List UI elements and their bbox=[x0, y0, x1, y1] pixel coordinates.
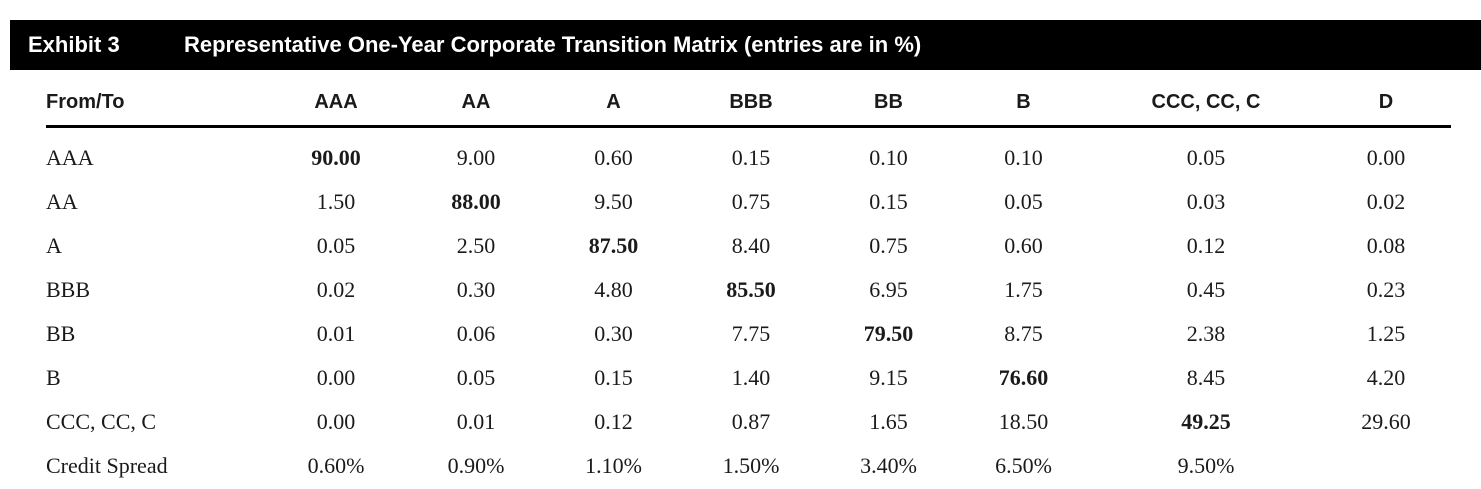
table-cell: 1.50% bbox=[722, 453, 780, 478]
table-cell: 0.12 bbox=[1186, 233, 1226, 258]
table-cell: 0.23 bbox=[1366, 277, 1406, 302]
table-cell: 0.75 bbox=[731, 189, 771, 214]
column-header-d: D bbox=[1321, 80, 1451, 128]
column-header-bb: BB bbox=[821, 80, 956, 128]
row-label: Credit Spread bbox=[46, 453, 168, 478]
table-cell: 1.25 bbox=[1366, 321, 1406, 346]
exhibit-title: Representative One-Year Corporate Transi… bbox=[184, 32, 922, 57]
table-row: CCC, CC, C 0.00 0.01 0.12 0.87 1.65 18.5… bbox=[46, 400, 1451, 444]
column-header-ccc-cc-c: CCC, CC, C bbox=[1091, 80, 1321, 128]
table-cell: 0.02 bbox=[316, 277, 356, 302]
table-cell: 2.38 bbox=[1186, 321, 1226, 346]
table-cell: 88.00 bbox=[451, 189, 501, 214]
table-cell: 0.75 bbox=[869, 233, 908, 258]
table-cell: 0.15 bbox=[869, 189, 908, 214]
table-cell: 49.25 bbox=[1181, 409, 1231, 434]
table-cell: 9.15 bbox=[869, 365, 908, 390]
table-cell: 0.60% bbox=[307, 453, 365, 478]
table-row: BBB 0.02 0.30 4.80 85.50 6.95 1.75 0.45 … bbox=[46, 268, 1451, 312]
exhibit-label: Exhibit 3 bbox=[28, 32, 120, 57]
row-label: A bbox=[46, 233, 62, 258]
table-cell: 0.01 bbox=[456, 409, 496, 434]
table-cell: 4.20 bbox=[1366, 365, 1406, 390]
table-cell: 0.00 bbox=[1366, 145, 1406, 170]
table-cell: 1.50 bbox=[316, 189, 356, 214]
table-row: AA 1.50 88.00 9.50 0.75 0.15 0.05 0.03 0… bbox=[46, 180, 1451, 224]
row-label: B bbox=[46, 365, 61, 390]
table-cell: 0.01 bbox=[316, 321, 356, 346]
table-cell: 0.03 bbox=[1186, 189, 1226, 214]
table-cell: 29.60 bbox=[1361, 409, 1411, 434]
table-cell: 0.45 bbox=[1186, 277, 1226, 302]
column-header-bbb: BBB bbox=[681, 80, 821, 128]
column-header-aa: AA bbox=[406, 80, 546, 128]
row-label: AA bbox=[46, 189, 78, 214]
table-cell: 0.00 bbox=[316, 409, 356, 434]
table-cell: 0.08 bbox=[1366, 233, 1406, 258]
table-cell: 8.40 bbox=[731, 233, 771, 258]
table-cell: 0.05 bbox=[1004, 189, 1043, 214]
table-row: B 0.00 0.05 0.15 1.40 9.15 76.60 8.45 4.… bbox=[46, 356, 1451, 400]
table-cell: 0.05 bbox=[316, 233, 356, 258]
table-cell: 0.87 bbox=[731, 409, 771, 434]
column-header-aaa: AAA bbox=[266, 80, 406, 128]
table-cell: 0.15 bbox=[594, 365, 633, 390]
column-header-from-to: From/To bbox=[46, 80, 266, 128]
row-label: BBB bbox=[46, 277, 91, 302]
table-cell: 6.95 bbox=[869, 277, 908, 302]
table-cell: 2.50 bbox=[456, 233, 496, 258]
table-cell: 0.10 bbox=[869, 145, 908, 170]
table-cell: 85.50 bbox=[726, 277, 776, 302]
table-cell: 0.10 bbox=[1004, 145, 1043, 170]
table-row: BB 0.01 0.06 0.30 7.75 79.50 8.75 2.38 1… bbox=[46, 312, 1451, 356]
table-row: AAA 90.00 9.00 0.60 0.15 0.10 0.10 0.05 … bbox=[46, 127, 1451, 181]
exhibit-header: Exhibit 3 Representative One-Year Corpor… bbox=[10, 20, 1481, 70]
table-cell: 0.00 bbox=[316, 365, 356, 390]
table-cell: 9.50 bbox=[594, 189, 633, 214]
table-cell: 3.40% bbox=[860, 453, 917, 478]
row-label: AAA bbox=[46, 145, 94, 170]
table-row: A 0.05 2.50 87.50 8.40 0.75 0.60 0.12 0.… bbox=[46, 224, 1451, 268]
column-header-a: A bbox=[546, 80, 681, 128]
table-cell: 0.05 bbox=[456, 365, 496, 390]
table-cell: 0.30 bbox=[594, 321, 633, 346]
table-cell: 18.50 bbox=[998, 409, 1049, 434]
table-cell: 76.60 bbox=[998, 365, 1049, 390]
table-cell: 9.50% bbox=[1177, 453, 1235, 478]
table-cell: 1.65 bbox=[869, 409, 908, 434]
table-cell: 0.60 bbox=[1004, 233, 1043, 258]
table-row: Credit Spread 0.60% 0.90% 1.10% 1.50% 3.… bbox=[46, 444, 1451, 488]
table-cell: 87.50 bbox=[588, 233, 639, 258]
table-cell: 0.90% bbox=[447, 453, 505, 478]
table-cell: 0.06 bbox=[456, 321, 496, 346]
row-label: CCC, CC, C bbox=[46, 409, 157, 434]
table-cell: 0.05 bbox=[1186, 145, 1226, 170]
table-cell: 8.75 bbox=[1004, 321, 1043, 346]
table-cell: 90.00 bbox=[311, 145, 361, 170]
table-cell: 1.10% bbox=[585, 453, 642, 478]
table-cell: 0.15 bbox=[731, 145, 771, 170]
table-cell: 8.45 bbox=[1186, 365, 1226, 390]
table-cell: 0.12 bbox=[594, 409, 633, 434]
table-cell: 0.60 bbox=[594, 145, 633, 170]
table-cell: 4.80 bbox=[594, 277, 633, 302]
table-cell: 1.40 bbox=[731, 365, 771, 390]
table-cell: 7.75 bbox=[731, 321, 771, 346]
header-row: From/To AAA AA A BBB BB B CCC, CC, C D bbox=[46, 80, 1451, 128]
column-header-b: B bbox=[956, 80, 1091, 128]
table-cell: 0.30 bbox=[456, 277, 496, 302]
table-cell: 9.00 bbox=[456, 145, 496, 170]
table-cell: 6.50% bbox=[995, 453, 1052, 478]
table-cell bbox=[1321, 444, 1451, 488]
table-cell: 79.50 bbox=[863, 321, 914, 346]
table-cell: 1.75 bbox=[1004, 277, 1043, 302]
transition-matrix-table: From/To AAA AA A BBB BB B CCC, CC, C D A… bbox=[46, 80, 1451, 488]
table-cell: 0.02 bbox=[1366, 189, 1406, 214]
row-label: BB bbox=[46, 321, 76, 346]
